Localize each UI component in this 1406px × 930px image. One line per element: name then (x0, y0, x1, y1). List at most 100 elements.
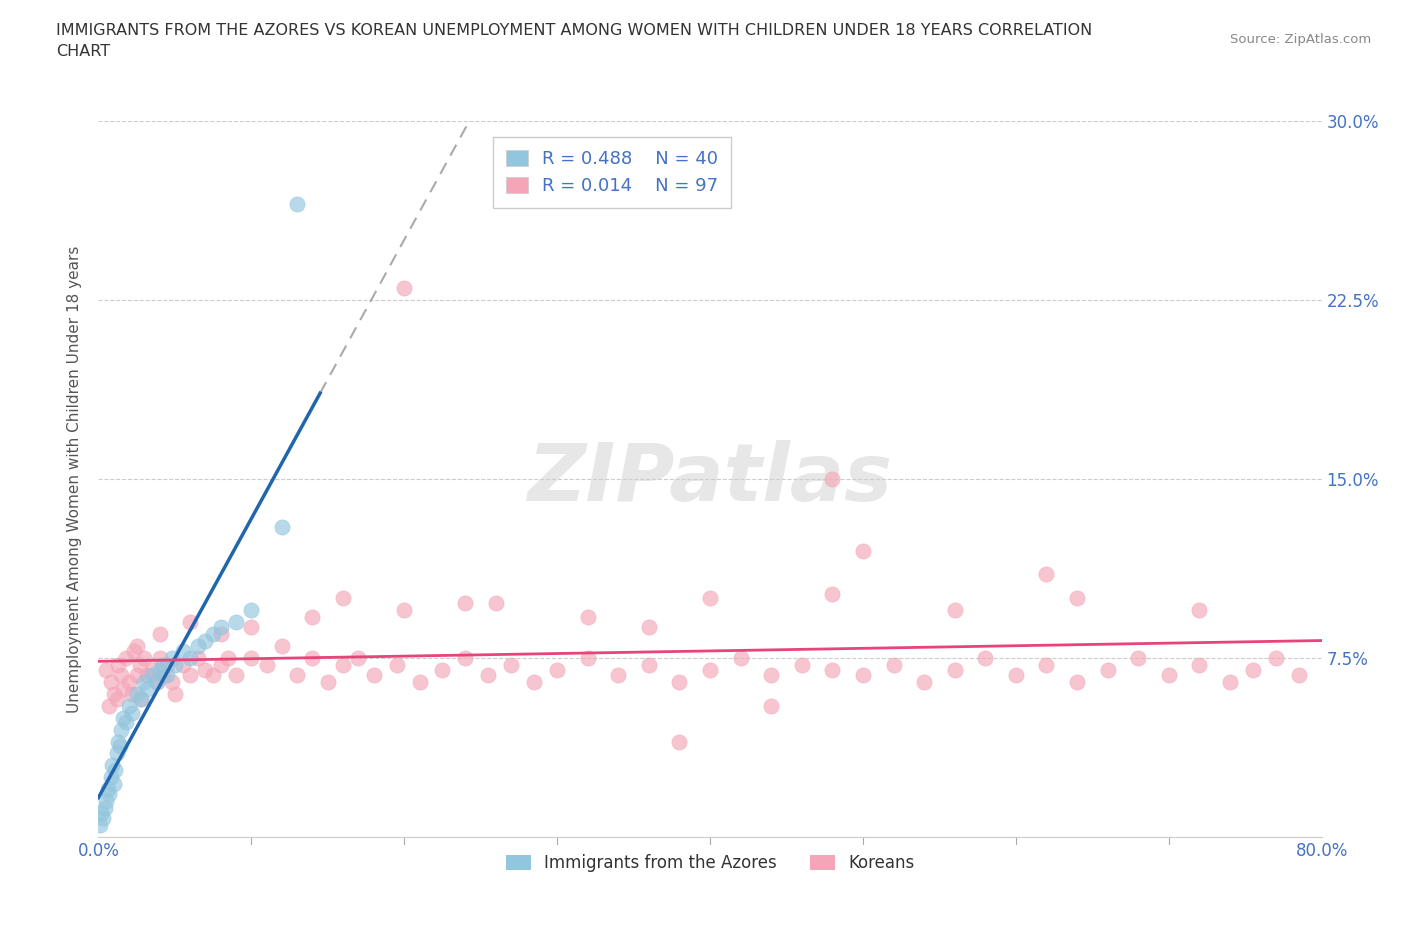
Point (118, 698, 141, 713)
Point (91, 810, 114, 825)
Point (1241, 662, 1264, 677)
Point (111, 711, 134, 725)
Point (115, 715, 138, 730)
Point (163, 686, 186, 701)
Point (136, 682, 159, 697)
Text: IMMIGRANTS FROM THE AZORES VS KOREAN UNEMPLOYMENT AMONG WOMEN WITH CHILDREN UNDE: IMMIGRANTS FROM THE AZORES VS KOREAN UNE… (56, 23, 1092, 60)
Point (134, 651, 156, 666)
Point (160, 674, 183, 689)
Point (883, 658, 905, 672)
Point (1004, 667, 1026, 682)
Point (256, 658, 278, 672)
Point (163, 658, 186, 672)
Point (501, 658, 523, 672)
Point (1219, 674, 1241, 689)
Point (89, 817, 111, 832)
Point (852, 543, 875, 558)
Point (363, 667, 385, 682)
Point (107, 658, 129, 672)
Point (128, 658, 150, 672)
Point (125, 639, 148, 654)
Point (179, 615, 201, 630)
Point (122, 644, 145, 658)
Point (94, 662, 117, 677)
Point (149, 662, 172, 677)
Point (108, 738, 131, 753)
Point (699, 591, 721, 605)
Point (100, 770, 122, 785)
Point (790, 658, 813, 672)
Point (209, 627, 232, 642)
Point (912, 674, 935, 689)
Point (94, 794, 117, 809)
Point (149, 627, 172, 642)
Point (172, 644, 194, 658)
Point (668, 674, 690, 689)
Point (202, 667, 225, 682)
Point (104, 763, 127, 777)
Point (974, 651, 997, 666)
Point (332, 658, 354, 672)
Point (98, 787, 121, 802)
Point (217, 651, 239, 666)
Point (129, 691, 152, 706)
Point (1097, 662, 1119, 677)
Point (141, 662, 163, 677)
Point (110, 722, 132, 737)
Point (149, 651, 172, 666)
Point (93, 801, 115, 816)
Point (145, 674, 167, 689)
Point (943, 662, 966, 677)
Point (209, 658, 232, 672)
Point (105, 691, 128, 706)
Point (156, 658, 179, 672)
Text: Source: ZipAtlas.com: Source: ZipAtlas.com (1230, 33, 1371, 46)
Y-axis label: Unemployment Among Women with Children Under 18 years: Unemployment Among Women with Children U… (67, 246, 83, 712)
Point (576, 651, 599, 666)
Point (240, 603, 263, 618)
Point (225, 667, 247, 682)
Point (1066, 674, 1088, 689)
Point (668, 734, 690, 749)
Point (209, 619, 232, 634)
Point (115, 651, 138, 666)
Point (1188, 658, 1211, 672)
Point (103, 686, 125, 701)
Point (1288, 667, 1310, 682)
Point (332, 591, 354, 605)
Point (432, 662, 454, 677)
Point (821, 662, 844, 677)
Point (301, 610, 323, 625)
Point (1264, 651, 1286, 666)
Point (347, 651, 370, 666)
Point (141, 667, 163, 682)
Point (454, 595, 477, 610)
Point (136, 667, 159, 682)
Point (1035, 658, 1057, 672)
Point (637, 658, 661, 672)
Point (111, 682, 134, 697)
Point (118, 674, 141, 689)
Point (454, 651, 477, 666)
Point (821, 586, 844, 601)
Point (100, 674, 122, 689)
Point (187, 651, 209, 666)
Point (699, 662, 721, 677)
Point (172, 658, 194, 672)
Text: ZIPatlas: ZIPatlas (527, 440, 893, 518)
Point (179, 667, 201, 682)
Point (1035, 567, 1057, 582)
Point (152, 658, 174, 672)
Point (392, 603, 416, 618)
Point (134, 674, 156, 689)
Point (301, 651, 323, 666)
Point (90, 805, 112, 820)
Point (152, 667, 174, 682)
Point (160, 651, 183, 666)
Point (759, 698, 782, 713)
Point (129, 691, 152, 706)
Point (225, 615, 247, 630)
Point (637, 619, 661, 634)
Point (385, 658, 408, 672)
Point (145, 674, 167, 689)
